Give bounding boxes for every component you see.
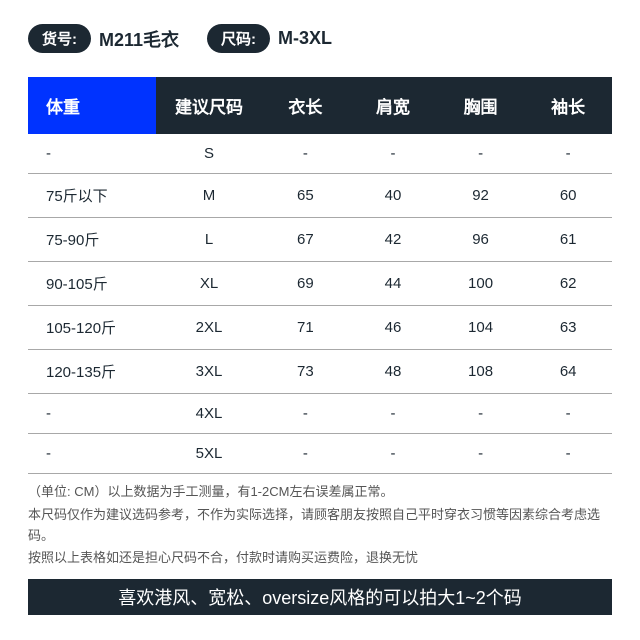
table-cell: 42 [349,218,437,262]
sku-label-pill: 货号: [28,24,91,53]
table-row: -5XL---- [28,434,612,474]
table-row: -S---- [28,134,612,174]
notes: （单位: CM）以上数据为手工测量，有1-2CM左右误差属正常。 本尺码仅作为建… [28,482,612,569]
size-table: 体重建议尺码衣长肩宽胸围袖长 -S----75斤以下M6540926075-90… [28,77,612,474]
table-body: -S----75斤以下M6540926075-90斤L6742966190-10… [28,134,612,474]
table-cell: 75斤以下 [28,174,156,218]
table-cell: L [156,218,261,262]
table-cell: 46 [349,306,437,350]
size-label-pill: 尺码: [207,24,270,53]
col-header: 建议尺码 [156,77,261,134]
table-cell: - [262,134,350,174]
col-header: 肩宽 [349,77,437,134]
table-cell: 4XL [156,394,261,434]
table-row: 120-135斤3XL734810864 [28,350,612,394]
table-row: 90-105斤XL694410062 [28,262,612,306]
table-cell: 40 [349,174,437,218]
meta-row: 货号: M211毛衣 尺码: M-3XL [28,24,612,53]
table-header: 体重建议尺码衣长肩宽胸围袖长 [28,77,612,134]
table-cell: 105-120斤 [28,306,156,350]
table-cell: 73 [262,350,350,394]
table-cell: 62 [524,262,612,306]
table-cell: - [437,394,525,434]
table-cell: XL [156,262,261,306]
table-cell: S [156,134,261,174]
table-cell: 2XL [156,306,261,350]
table-cell: - [437,134,525,174]
table-cell: 64 [524,350,612,394]
note-line-1: （单位: CM）以上数据为手工测量，有1-2CM左右误差属正常。 [28,482,612,503]
table-row: 105-120斤2XL714610463 [28,306,612,350]
table-cell: 108 [437,350,525,394]
table-cell: 104 [437,306,525,350]
table-cell: 65 [262,174,350,218]
table-cell: - [524,394,612,434]
col-header: 胸围 [437,77,525,134]
table-cell: - [262,394,350,434]
table-cell: 3XL [156,350,261,394]
table-cell: 69 [262,262,350,306]
table-cell: 5XL [156,434,261,474]
table-cell: 96 [437,218,525,262]
table-cell: 120-135斤 [28,350,156,394]
table-cell: - [437,434,525,474]
table-cell: 48 [349,350,437,394]
note-line-3: 按照以上表格如还是担心尺码不合，付款时请购买运费险，退换无忧 [28,548,612,569]
sku-meta: 货号: M211毛衣 [28,24,179,53]
table-cell: - [28,134,156,174]
table-row: 75斤以下M65409260 [28,174,612,218]
col-header: 袖长 [524,77,612,134]
table-cell: - [349,434,437,474]
table-cell: - [349,134,437,174]
table-cell: 44 [349,262,437,306]
table-cell: M [156,174,261,218]
table-cell: - [524,434,612,474]
table-cell: 71 [262,306,350,350]
table-row: 75-90斤L67429661 [28,218,612,262]
col-header: 衣长 [262,77,350,134]
col-header: 体重 [28,77,156,134]
table-cell: 67 [262,218,350,262]
table-cell: 90-105斤 [28,262,156,306]
table-row: -4XL---- [28,394,612,434]
table-cell: - [28,434,156,474]
table-cell: - [349,394,437,434]
table-cell: - [262,434,350,474]
note-line-2: 本尺码仅作为建议选码参考，不作为实际选择，请顾客朋友按照自己平时穿衣习惯等因素综… [28,505,612,547]
table-cell: 61 [524,218,612,262]
table-cell: - [524,134,612,174]
table-cell: 92 [437,174,525,218]
table-cell: 60 [524,174,612,218]
table-cell: 75-90斤 [28,218,156,262]
oversize-banner: 喜欢港风、宽松、oversize风格的可以拍大1~2个码 [28,579,612,615]
table-cell: - [28,394,156,434]
table-cell: 63 [524,306,612,350]
size-value: M-3XL [278,28,332,49]
size-meta: 尺码: M-3XL [207,24,332,53]
table-cell: 100 [437,262,525,306]
sku-value: M211毛衣 [99,26,179,52]
